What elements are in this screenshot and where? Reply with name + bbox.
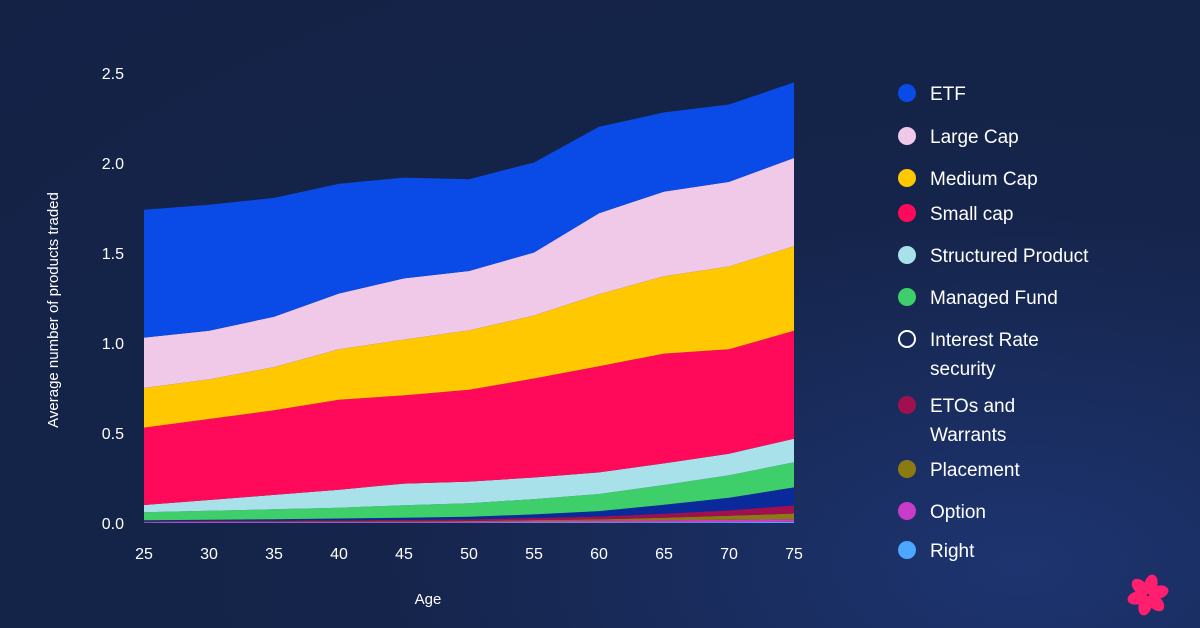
x-tick-label: 50 [460, 546, 478, 563]
y-tick-label: 2.0 [102, 156, 124, 173]
x-tick-label: 65 [655, 546, 673, 563]
y-tick-label: 1.0 [102, 336, 124, 353]
legend-item: Option [898, 498, 986, 527]
legend-swatch [898, 502, 916, 520]
x-tick-label: 40 [330, 546, 348, 563]
x-axis-title: Age [415, 591, 442, 608]
legend-swatch [898, 541, 916, 559]
x-tick-label: 60 [590, 546, 608, 563]
legend-label: ETF [930, 84, 966, 105]
brand-flower-logo [1127, 574, 1169, 616]
legend-label: Large Cap [930, 127, 1019, 148]
legend-label: Small cap [930, 204, 1014, 225]
area-placement [144, 513, 794, 523]
legend-swatch [898, 204, 916, 222]
x-axis-ticks: 25 30 35 40 45 50 55 60 65 70 75 [135, 546, 803, 563]
x-tick-label: 55 [525, 546, 543, 563]
legend-item: Small cap [898, 200, 1013, 229]
legend-item: Large Cap [898, 123, 1019, 152]
x-tick-label: 30 [200, 546, 218, 563]
area-option [144, 519, 794, 523]
legend-label: ETOs and Warrants [930, 396, 1016, 446]
legend-swatch [898, 246, 916, 264]
legend-label: Option [930, 502, 986, 523]
area-etf [144, 82, 794, 338]
legend-item: Medium Cap [898, 165, 1038, 194]
logo-petals [1127, 574, 1169, 616]
area-small-cap [144, 330, 794, 505]
area-structured-product [144, 438, 794, 513]
legend-item: Right [898, 537, 974, 566]
legend-item: ETOs and Warrants [898, 392, 1015, 450]
y-axis-ticks: 0.0 0.5 1.0 1.5 2.0 2.5 [102, 66, 124, 533]
legend-label: Managed Fund [930, 288, 1058, 309]
legend-item: Placement [898, 456, 1020, 485]
logo-petal [1131, 578, 1149, 596]
legend-swatch [898, 84, 916, 102]
legend-item: Interest Rate security [898, 326, 1039, 384]
chart-areas [144, 82, 794, 523]
y-tick-label: 0.0 [102, 516, 124, 533]
y-tick-label: 2.5 [102, 66, 124, 83]
area-right [144, 521, 794, 523]
legend-label: Medium Cap [930, 169, 1038, 190]
legend-label: Placement [930, 460, 1020, 481]
legend-swatch [898, 396, 916, 414]
legend-swatch [898, 330, 916, 348]
area-medium-cap [144, 246, 794, 428]
x-tick-label: 75 [785, 546, 803, 563]
x-tick-label: 35 [265, 546, 283, 563]
legend-label: Right [930, 541, 975, 562]
x-tick-label: 45 [395, 546, 413, 563]
legend-swatch [898, 127, 916, 145]
legend-swatch [898, 288, 916, 306]
area-etos-and-warrants [144, 505, 794, 522]
legend-item: ETF [898, 80, 966, 109]
x-tick-label: 25 [135, 546, 153, 563]
area-interest-rate-security [144, 487, 794, 522]
logo-petal [1147, 594, 1165, 612]
legend-item: Managed Fund [898, 284, 1058, 313]
area-large-cap [144, 158, 794, 388]
area-managed-fund [144, 462, 794, 521]
legend-swatch [898, 169, 916, 187]
legend-item: Structured Product [898, 242, 1088, 271]
legend-label: Interest Rate security [930, 330, 1039, 380]
y-axis-title: Average number of products traded [45, 192, 62, 428]
legend-label: Structured Product [930, 246, 1089, 267]
stacked-area-chart: 0.0 0.5 1.0 1.5 2.0 2.5 25 30 35 40 45 50 55 60 65 70 7… [45, 66, 803, 608]
x-tick-label: 70 [720, 546, 738, 563]
y-tick-label: 1.5 [102, 246, 124, 263]
y-tick-label: 0.5 [102, 426, 124, 443]
legend-swatch [898, 460, 916, 478]
